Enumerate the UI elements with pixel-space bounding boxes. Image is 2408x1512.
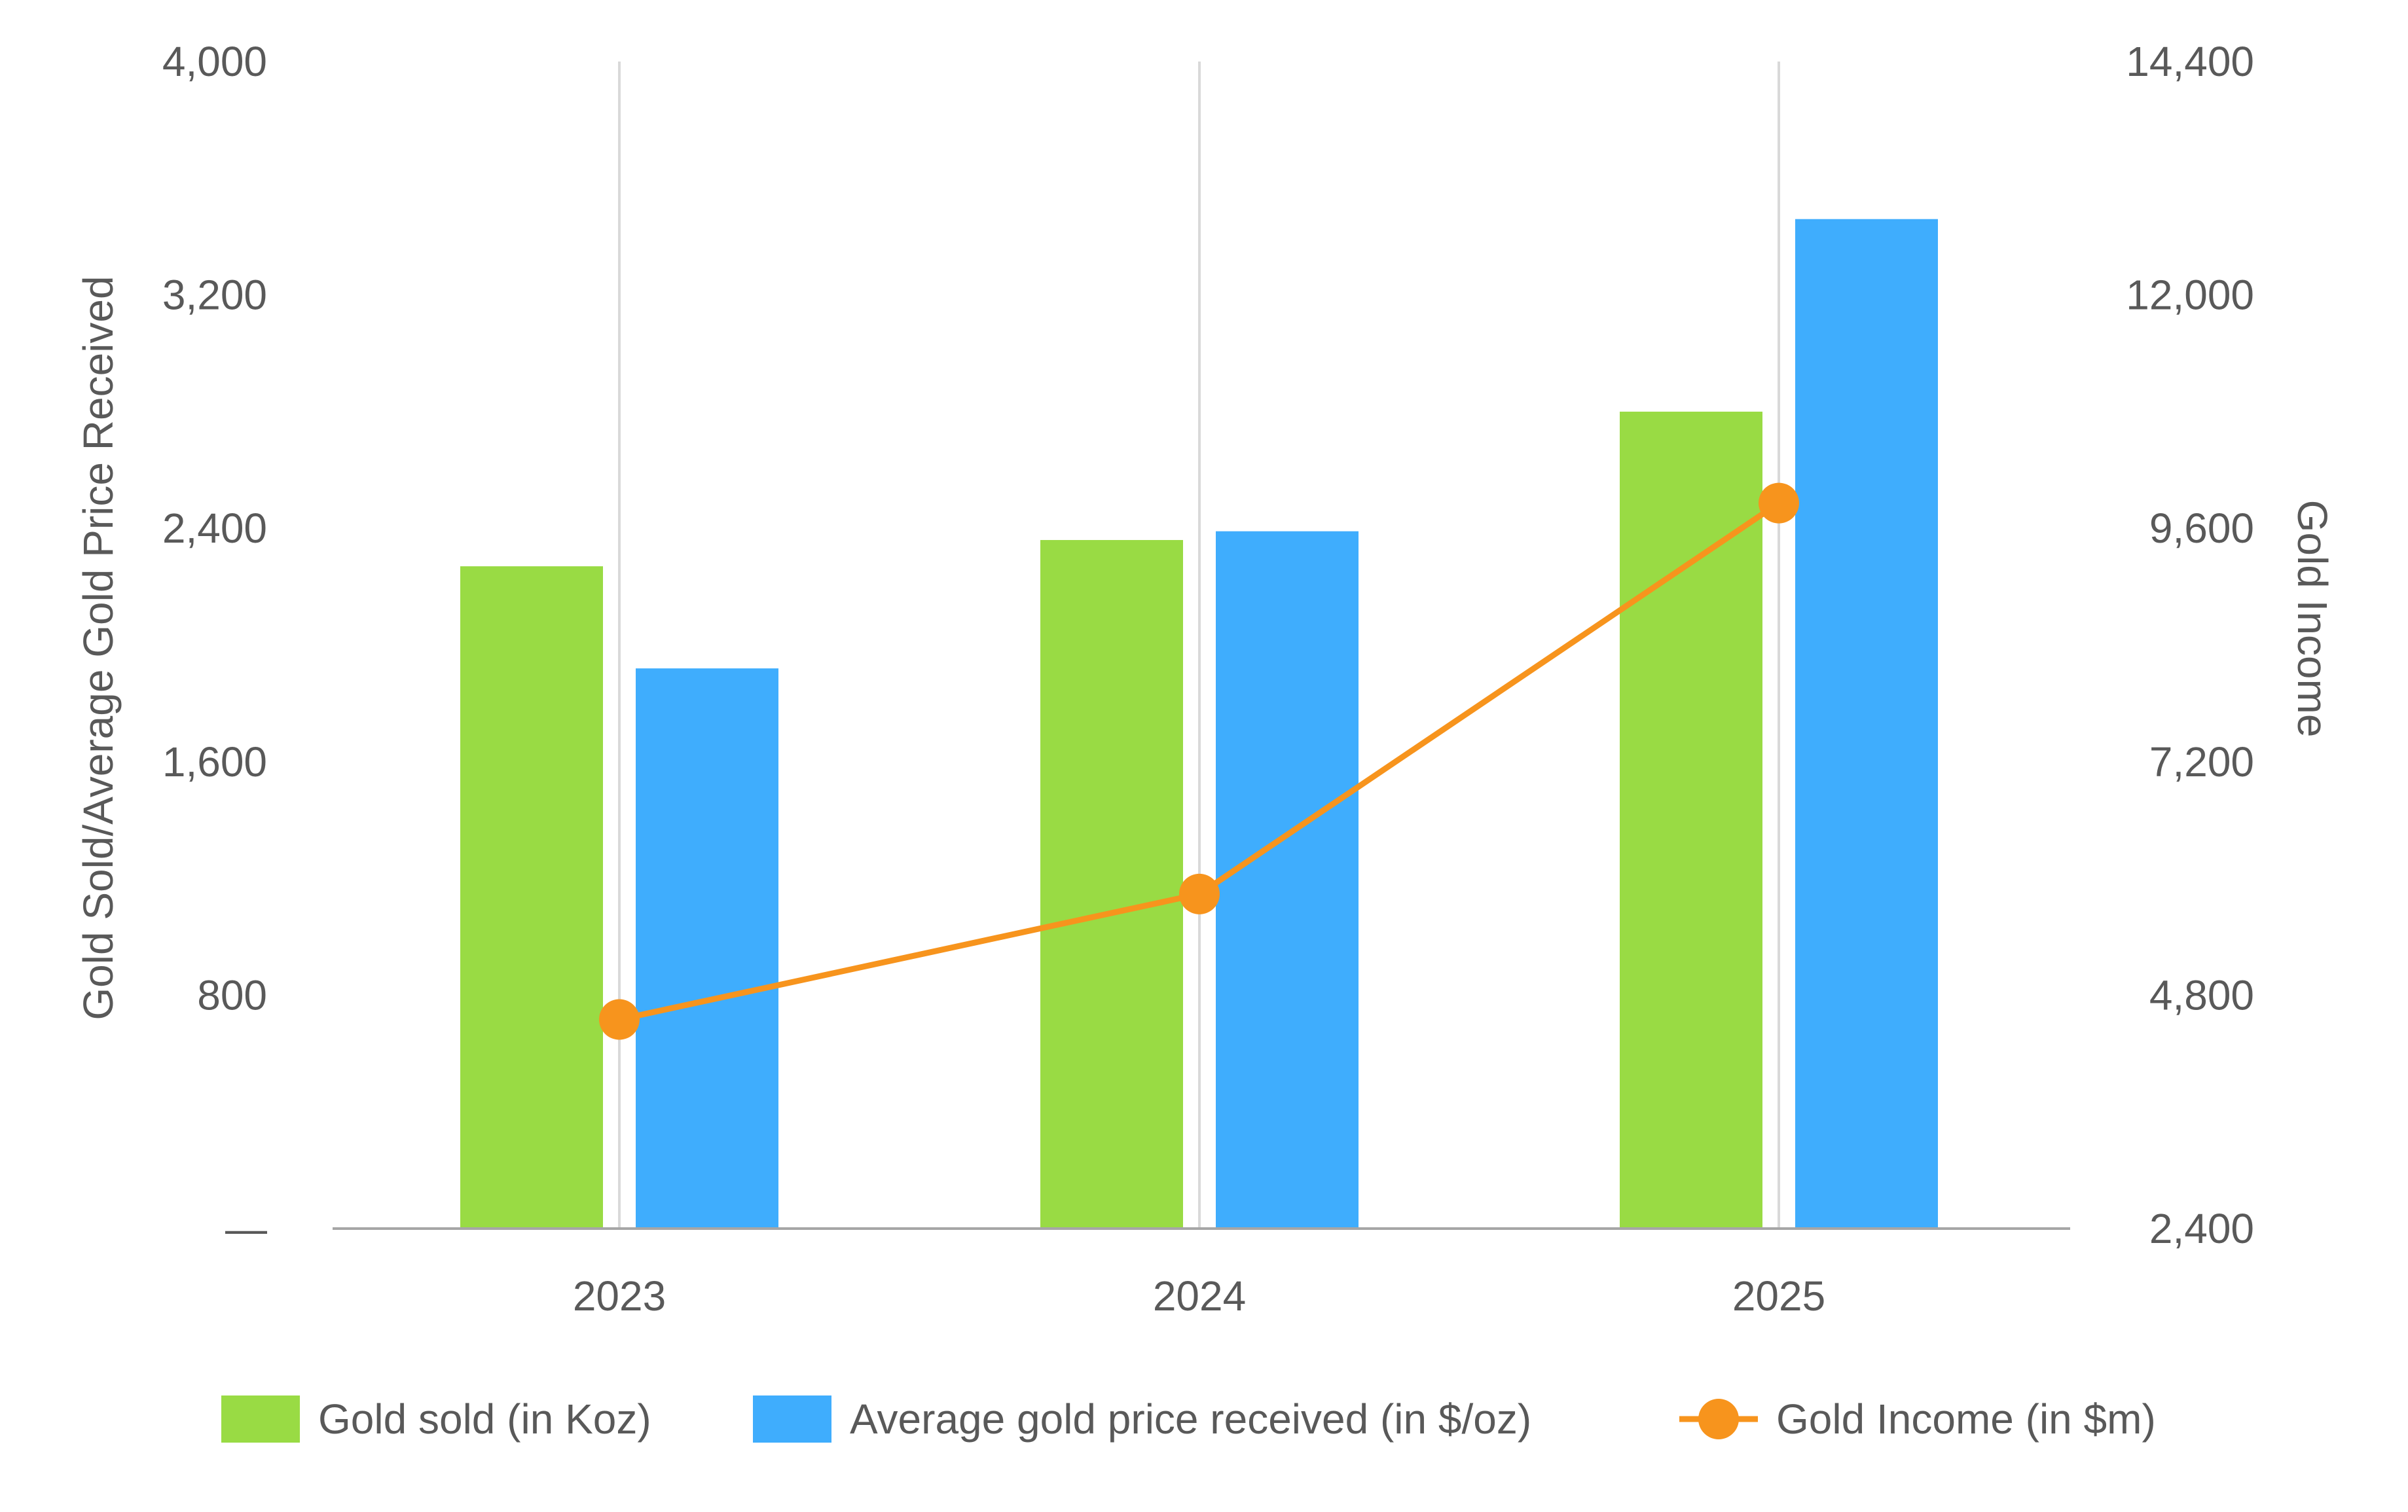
x-tick-label: 2025 <box>1732 1272 1825 1320</box>
bar-gold-sold-2023 <box>460 566 603 1229</box>
gridlines <box>618 62 1780 1229</box>
right-tick-label: 2,400 <box>2149 1205 2254 1252</box>
left-tick-label: 4,000 <box>162 38 267 85</box>
legend-label: Average gold price received (in $/oz) <box>850 1395 1531 1443</box>
income-point-2024 <box>1179 873 1220 914</box>
legend-label: Gold Income (in $m) <box>1776 1395 2156 1443</box>
right-tick-label: 9,600 <box>2149 505 2254 552</box>
x-axis-ticks: 2023 2024 2025 <box>573 1272 1825 1320</box>
legend-label: Gold sold (in Koz) <box>318 1395 651 1443</box>
legend-swatch-avg-price <box>753 1395 831 1443</box>
x-tick-label: 2023 <box>573 1272 666 1320</box>
legend-swatch-gold-sold <box>221 1395 300 1443</box>
left-axis-ticks: — 800 1,600 2,400 3,200 4,000 <box>162 38 267 1252</box>
x-tick-label: 2024 <box>1153 1272 1246 1320</box>
right-axis-title: Gold Income <box>2289 500 2336 738</box>
left-tick-label: 3,200 <box>162 272 267 319</box>
legend-swatch-income-marker <box>1698 1399 1739 1439</box>
bar-gold-sold-2024 <box>1040 540 1183 1229</box>
income-line <box>599 482 1799 1040</box>
bar-avg-price-2025 <box>1795 219 1938 1229</box>
income-point-2025 <box>1759 482 1799 524</box>
left-tick-label: 2,400 <box>162 505 267 552</box>
bar-gold-sold-2025 <box>1620 411 1762 1229</box>
legend: Gold sold (in Koz) Average gold price rec… <box>221 1395 2156 1443</box>
income-point-2023 <box>599 999 640 1040</box>
right-tick-label: 4,800 <box>2149 971 2254 1018</box>
left-tick-label: 800 <box>197 971 267 1018</box>
right-axis-ticks: 2,400 4,800 7,200 9,600 12,000 14,400 <box>2126 38 2254 1252</box>
left-tick-label: 1,600 <box>162 738 267 785</box>
bar-avg-price-2024 <box>1216 531 1359 1229</box>
bar-avg-price-2023 <box>636 668 778 1229</box>
right-tick-label: 14,400 <box>2126 38 2254 85</box>
left-axis-title: Gold Sold/Average Gold Price Received <box>75 276 122 1020</box>
right-tick-label: 12,000 <box>2126 272 2254 319</box>
right-tick-label: 7,200 <box>2149 738 2254 785</box>
left-tick-label: — <box>225 1205 267 1252</box>
bars <box>460 219 1938 1229</box>
